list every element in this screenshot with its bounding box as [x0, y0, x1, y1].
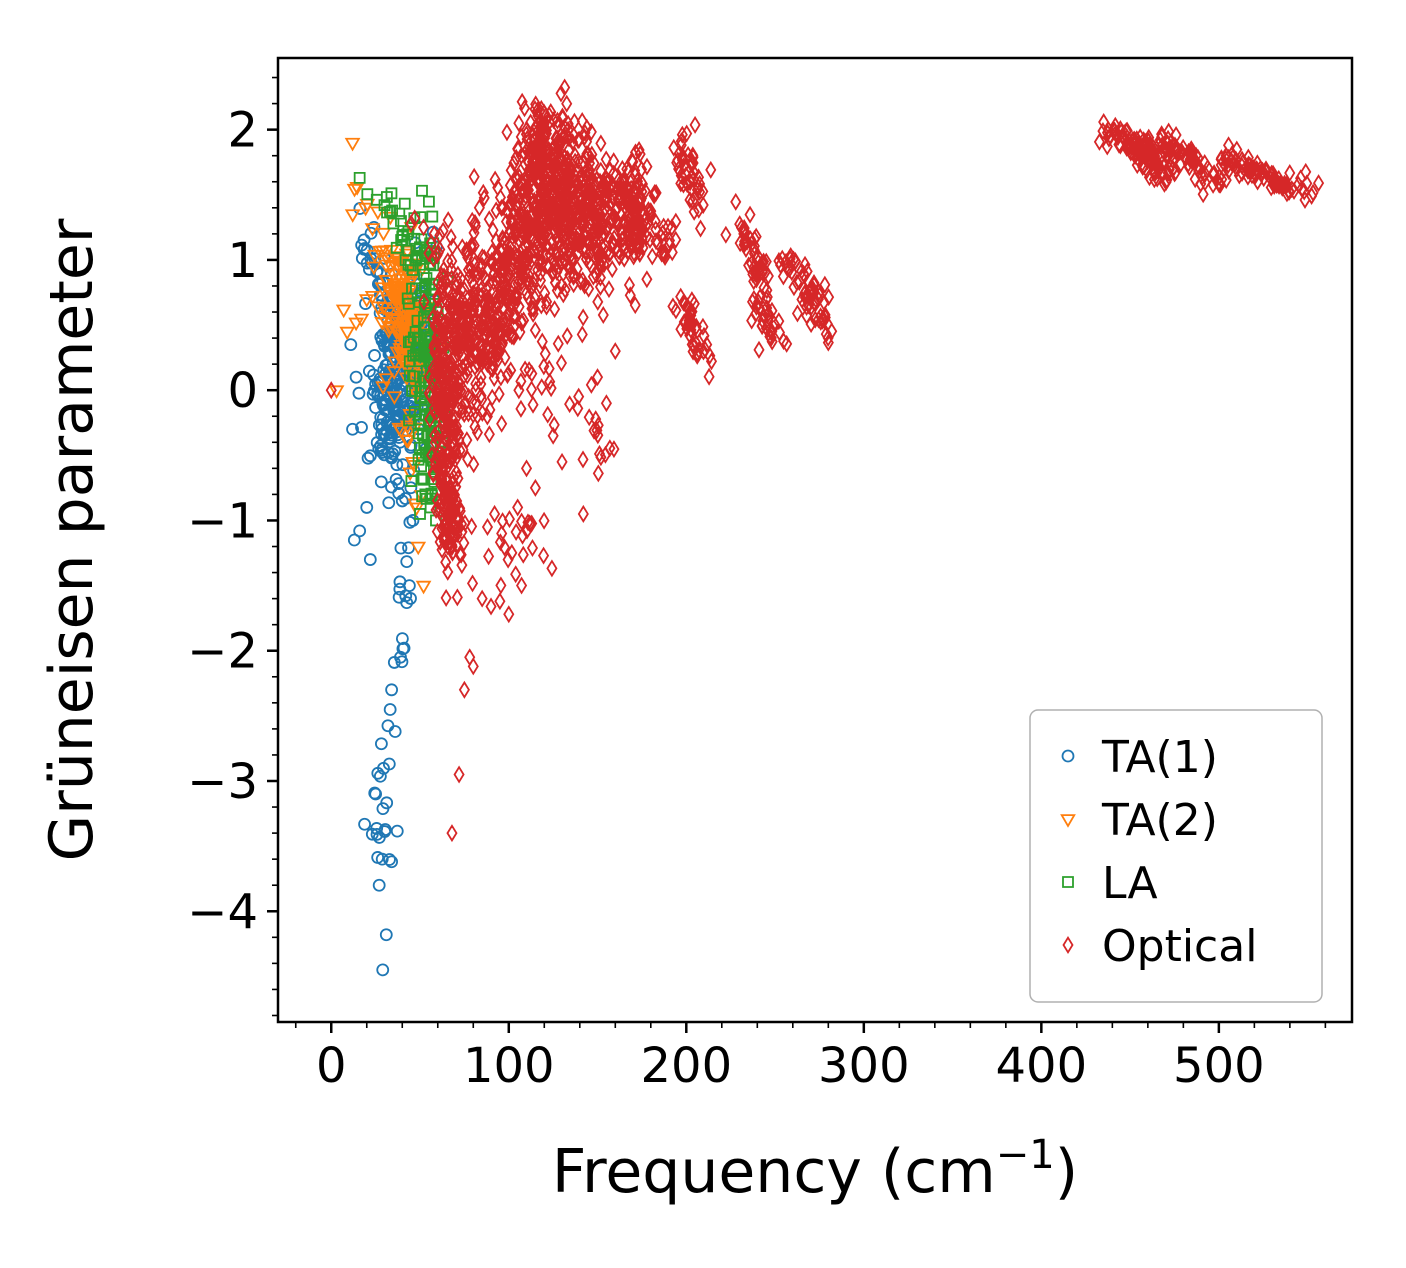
legend-label-TA(2): TA(2) [1101, 795, 1218, 846]
y-tick-label: −2 [187, 624, 258, 680]
legend: TA(1) TA(2) LA Optical [1029, 709, 1323, 1003]
y-tick-label: −3 [187, 754, 258, 810]
legend-label-Optical: Optical [1102, 921, 1257, 972]
legend-marker-Optical [1062, 935, 1074, 955]
x-axis-label: Frequency (cm−1) [552, 1132, 1078, 1207]
y-tick-label: −4 [187, 884, 258, 940]
x-tick-label: 500 [1173, 1038, 1265, 1094]
legend-label-TA(1): TA(1) [1101, 732, 1218, 783]
legend-marker-TA(2) [1060, 814, 1076, 828]
x-tick-label: 300 [818, 1038, 910, 1094]
x-tick-label: 200 [640, 1038, 732, 1094]
y-tick-label: −1 [187, 493, 258, 549]
legend-label-LA: LA [1102, 858, 1158, 909]
y-tick-label: 1 [227, 233, 258, 289]
x-tick-label: 400 [996, 1038, 1088, 1094]
series-layer [325, 78, 1325, 977]
x-tick-label: 0 [316, 1038, 347, 1094]
axes-frame [276, 56, 1354, 1024]
legend-frame [1029, 709, 1323, 1003]
x-tick-label: 100 [463, 1038, 555, 1094]
legend-marker-TA(1) [1061, 749, 1075, 763]
series-Optical-markers [325, 78, 1325, 843]
axes-layer: 0 100 200 300 400 500 2 1 0 −1 −2 −3 −4 [187, 56, 1354, 1094]
legend-marker-LA [1062, 876, 1074, 888]
x-axis-label-superscript: −1 [996, 1132, 1055, 1178]
y-tick-label: 2 [227, 103, 258, 159]
y-tick-label: 0 [227, 363, 258, 419]
y-axis-label: Grüneisen parameter [37, 218, 107, 861]
